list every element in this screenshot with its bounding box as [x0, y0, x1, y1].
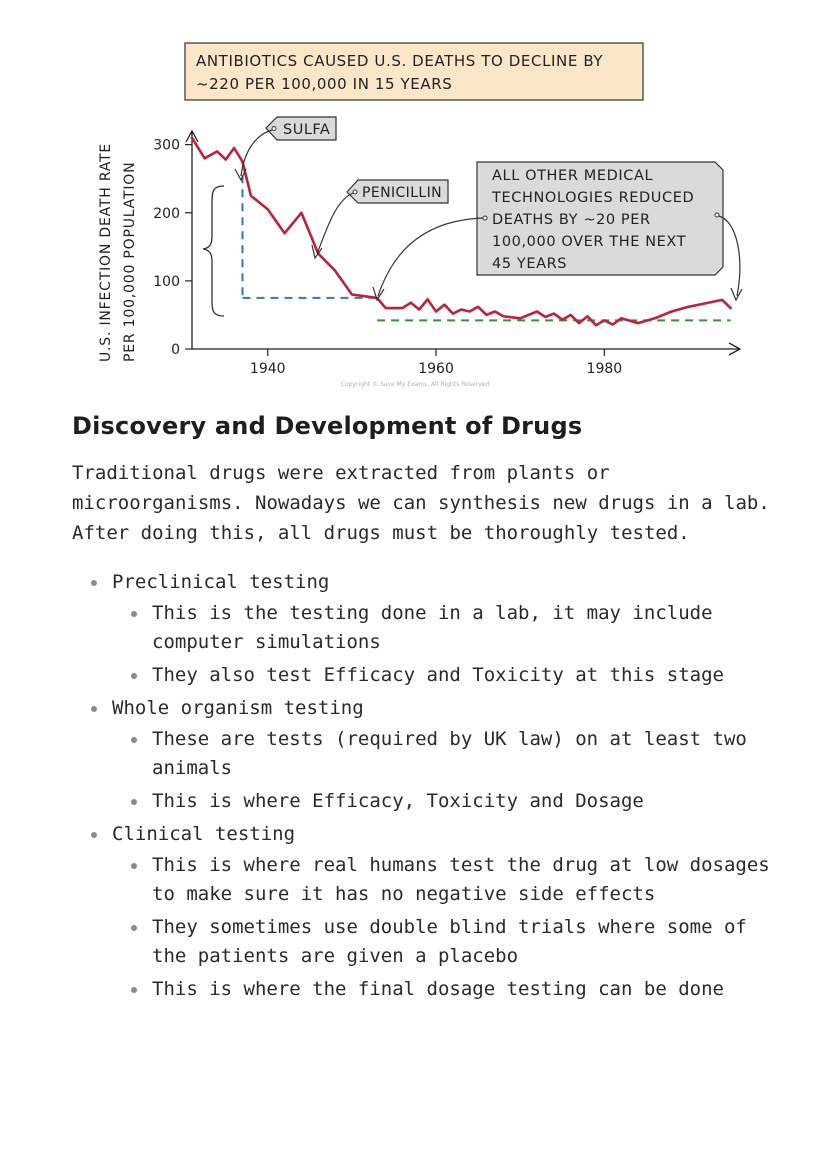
other-tech-line-3: DEATHS BY ~20 PER [492, 212, 651, 228]
copyright-watermark: Copyright © Save My Exams. All Rights Re… [341, 381, 490, 388]
testing-stages-list: Preclinical testing This is the testing … [72, 568, 792, 1004]
y-tick-label: 100 [153, 274, 180, 290]
x-tick-label: 1980 [587, 361, 623, 377]
title-box [184, 42, 644, 101]
list-subitem: This is where the final dosage testing c… [72, 975, 792, 1004]
other-tech-left-arrow [377, 217, 484, 297]
other-technologies-box [476, 161, 724, 276]
other-tech-line-2: TECHNOLOGIES REDUCED [491, 190, 694, 206]
list-item-clinical: Clinical testing [72, 820, 792, 849]
y-axis-arrow [185, 129, 199, 143]
decline-brace [202, 185, 225, 317]
y-axis-label-line-2: PER 100,000 POPULATION [122, 162, 138, 362]
sulfa-tag-hole [271, 126, 277, 131]
list-subitem: These are tests (required by UK law) on … [72, 725, 792, 783]
other-technologies-annotation: ALL OTHER MEDICAL TECHNOLOGIES REDUCED D… [372, 161, 743, 302]
penicillin-arrow [316, 192, 354, 255]
list-subitem: They sometimes use double blind trials w… [72, 913, 792, 971]
other-tech-left-dot [482, 215, 488, 221]
x-tick-label: 1960 [418, 361, 454, 377]
penicillin-tag-hole [352, 189, 358, 195]
other-tech-line-1: ALL OTHER MEDICAL [492, 168, 653, 184]
reference-lines [241, 175, 731, 322]
sulfa-annotation: SULFA [234, 116, 337, 182]
series-lines [190, 136, 732, 327]
other-tech-line-4: 100,000 OVER THE NEXT [492, 234, 686, 250]
y-tick-label: 200 [153, 206, 180, 222]
axes [185, 129, 742, 356]
y-axis-label: U.S. INFECTION DEATH RATE PER 100,000 PO… [98, 143, 138, 362]
y-tick-label: 300 [153, 138, 180, 154]
death-rate-figure: ANTIBIOTICS CAUSED U.S. DEATHS TO DECLIN… [0, 0, 828, 400]
other-tech-right-arrow [718, 215, 741, 297]
other-tech-line-5: 45 YEARS [492, 256, 567, 272]
intro-paragraph: Traditional drugs were extracted from pl… [72, 462, 770, 544]
list-subitem: This is the testing done in a lab, it ma… [72, 599, 792, 657]
list-subitem: This is where Efficacy, Toxicity and Dos… [72, 787, 792, 816]
article-content: Discovery and Development of Drugs Tradi… [72, 412, 792, 1008]
other-tech-right-dot [714, 212, 720, 218]
y-tick-label: 0 [171, 342, 180, 358]
list-item-preclinical: Preclinical testing [72, 568, 792, 597]
sulfa-arrow [240, 129, 273, 177]
chart-title-line-1: ANTIBIOTICS CAUSED U.S. DEATHS TO DECLIN… [196, 52, 603, 70]
section-heading: Discovery and Development of Drugs [72, 412, 583, 440]
other-tech-right-arrowhead [730, 287, 743, 302]
axis-ticks: 0 100 200 300 1940 1960 1980 [153, 138, 622, 377]
x-axis-arrow [728, 342, 742, 356]
death-rate-chart: ANTIBIOTICS CAUSED U.S. DEATHS TO DECLIN… [98, 42, 743, 388]
y-axis-label-line-1: U.S. INFECTION DEATH RATE [98, 143, 114, 362]
sulfa-label: SULFA [283, 122, 330, 138]
death-rate-line [190, 136, 732, 327]
sulfa-arrowhead [234, 168, 247, 182]
sulfa-tag [265, 116, 337, 141]
other-tech-left-arrowhead [372, 286, 385, 302]
list-subitem: They also test Efficacy and Toxicity at … [72, 661, 792, 690]
penicillin-label: PENICILLIN [362, 185, 442, 201]
x-tick-label: 1940 [250, 361, 286, 377]
list-subitem: This is where real humans test the drug … [72, 851, 792, 909]
penicillin-arrowhead [311, 244, 323, 260]
penicillin-annotation: PENICILLIN [311, 179, 449, 260]
chart-title-line-2: ~220 PER 100,000 IN 15 YEARS [196, 75, 452, 93]
list-item-whole-organism: Whole organism testing [72, 694, 792, 723]
penicillin-tag [346, 179, 449, 204]
